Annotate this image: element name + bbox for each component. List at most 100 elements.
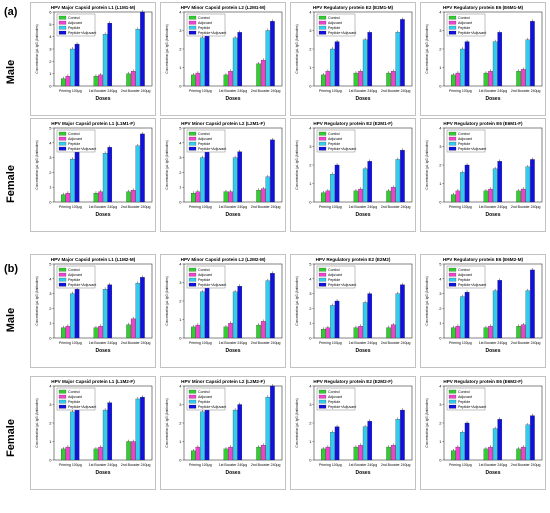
x-tick-label: Priming 100μg	[189, 205, 212, 209]
bar	[497, 280, 503, 339]
legend-box	[446, 265, 486, 289]
bar	[395, 159, 401, 203]
legend-swatch	[188, 146, 197, 151]
legend-label: Control	[328, 390, 340, 394]
bar	[492, 290, 498, 339]
x-tick-label: Priming 100μg	[449, 205, 472, 209]
legend-label: Peptide	[458, 400, 470, 404]
legend-label: Peptide+Adjuvant	[328, 283, 356, 287]
bar	[140, 11, 145, 87]
legend-swatch	[188, 282, 197, 287]
chart-title: HPV Minor Capsid protein L2 (L2M1-F)	[181, 121, 265, 126]
y-tick-label: 4	[439, 276, 442, 281]
chart-title: HPV Major Capsid protein L1 (L1M2-M)	[51, 257, 136, 262]
y-tick-label: 5	[309, 262, 312, 267]
bar	[260, 321, 266, 339]
x-axis-title: Doses	[485, 212, 500, 218]
legend-label: Peptide+Adjuvant	[328, 31, 356, 35]
bar	[460, 48, 465, 87]
y-tick-label: 0	[309, 200, 312, 205]
bar	[390, 187, 396, 203]
bar	[330, 48, 335, 87]
bar	[256, 324, 261, 339]
bar	[483, 72, 489, 87]
bar	[520, 188, 526, 203]
y-tick-label: 4	[49, 384, 52, 389]
x-tick-label: Priming 100μg	[189, 341, 212, 345]
legend-label: Peptide	[458, 278, 470, 282]
y-tick-label: 4	[309, 384, 312, 389]
bar	[455, 326, 461, 339]
legend-swatch	[188, 404, 197, 409]
bar	[362, 168, 368, 203]
y-tick-label: 3	[439, 28, 442, 33]
x-axis-title: Doses	[95, 212, 110, 218]
y-tick-label: 4	[309, 126, 312, 131]
bar	[228, 323, 233, 339]
x-axis-title: Doses	[95, 96, 110, 102]
bar	[455, 446, 461, 461]
legend-label: Adjuvant	[458, 273, 472, 277]
bar	[270, 273, 275, 339]
legend-label: Peptide	[458, 26, 470, 30]
bar	[330, 305, 335, 339]
bar	[525, 290, 531, 339]
y-tick-label: 5	[179, 126, 182, 131]
legend-swatch	[318, 404, 327, 409]
bar	[98, 74, 103, 87]
legend-label: Peptide+Adjuvant	[458, 147, 486, 151]
bar	[270, 21, 275, 87]
bar	[135, 283, 141, 339]
x-tick-label: 1st Booster 240μg	[349, 341, 378, 345]
legend-swatch	[58, 141, 67, 146]
y-axis-title: Concentration (μL IgG (Antibodies)	[35, 398, 39, 447]
bar	[126, 73, 131, 87]
legend-box	[56, 13, 96, 37]
legend-swatch	[318, 389, 327, 394]
bar	[93, 327, 99, 339]
y-tick-label: 1	[439, 321, 442, 326]
bar	[390, 71, 396, 87]
legend-box	[446, 13, 486, 37]
legend-box	[56, 387, 96, 411]
y-tick-label: 1	[309, 65, 312, 70]
legend-label: Peptide	[328, 278, 340, 282]
legend-swatch	[448, 272, 457, 277]
bar	[70, 158, 75, 203]
bar	[223, 448, 229, 461]
legend-label: Adjuvant	[198, 21, 212, 25]
bar	[455, 72, 461, 87]
bar	[191, 74, 196, 87]
bar	[107, 22, 113, 87]
bar	[386, 72, 391, 87]
bar	[195, 324, 201, 339]
x-tick-label: 1st Booster 240μg	[89, 463, 118, 467]
bar	[223, 326, 229, 339]
y-axis-title: Concentration (μL IgG (Antibodies)	[425, 398, 429, 447]
legend-swatch	[318, 267, 327, 272]
legend-swatch	[448, 136, 457, 141]
bar	[460, 432, 465, 461]
y-tick-label: 3	[309, 144, 312, 149]
bar	[260, 59, 266, 87]
y-axis-title: Concentration (μL IgG (Antibodies)	[165, 24, 169, 73]
legend-label: Control	[68, 16, 80, 20]
legend-label: Peptide	[68, 26, 80, 30]
legend-swatch	[448, 389, 457, 394]
legend-label: Peptide+Adjuvant	[458, 31, 486, 35]
y-axis-title: Concentration (μL IgG (Antibodies)	[165, 140, 169, 189]
x-tick-label: Priming 100μg	[59, 341, 82, 345]
legend-swatch	[318, 272, 327, 277]
bar	[256, 63, 261, 87]
y-tick-label: 6	[49, 10, 52, 15]
x-tick-label: Priming 100μg	[189, 463, 212, 467]
y-tick-label: 2	[49, 306, 52, 311]
x-axis-title: Doses	[225, 348, 240, 354]
bar	[237, 32, 243, 87]
bar	[362, 426, 368, 461]
bar	[488, 446, 493, 461]
bar	[130, 441, 136, 461]
x-tick-label: 2nd Booster 240μg	[251, 463, 281, 467]
legend-label: Peptide+Adjuvant	[68, 405, 96, 409]
